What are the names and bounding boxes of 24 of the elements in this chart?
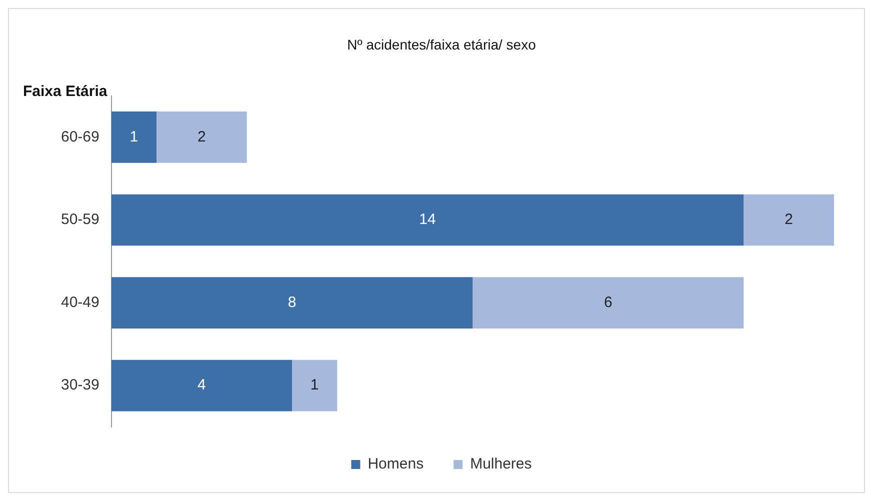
data-label: 2 — [784, 211, 794, 228]
data-label: 8 — [288, 294, 296, 311]
data-label: 4 — [198, 376, 206, 394]
y-tick-label: 40-49 — [60, 294, 100, 311]
data-label: 1 — [130, 128, 138, 146]
legend-label: Homens — [368, 456, 424, 473]
legend-label: Mulheres — [470, 456, 532, 473]
bar — [111, 194, 744, 246]
bar — [111, 277, 473, 328]
bar — [111, 360, 292, 412]
bar — [744, 194, 834, 246]
data-label: 6 — [604, 294, 612, 311]
y-tick-label: 50-59 — [60, 211, 100, 228]
bar — [292, 360, 338, 412]
y-tick-label: 30-39 — [60, 376, 100, 394]
data-label: 14 — [419, 211, 436, 228]
bar — [111, 112, 157, 163]
bar — [472, 277, 744, 328]
y-tick-label: 60-69 — [60, 128, 100, 146]
data-label: 1 — [310, 376, 319, 394]
bar — [156, 112, 247, 163]
chart-title: Nº acidentes/faixa etária/ sexo — [347, 36, 536, 52]
y-axis-title: Faixa Etária — [23, 83, 108, 100]
data-label: 2 — [198, 128, 206, 146]
